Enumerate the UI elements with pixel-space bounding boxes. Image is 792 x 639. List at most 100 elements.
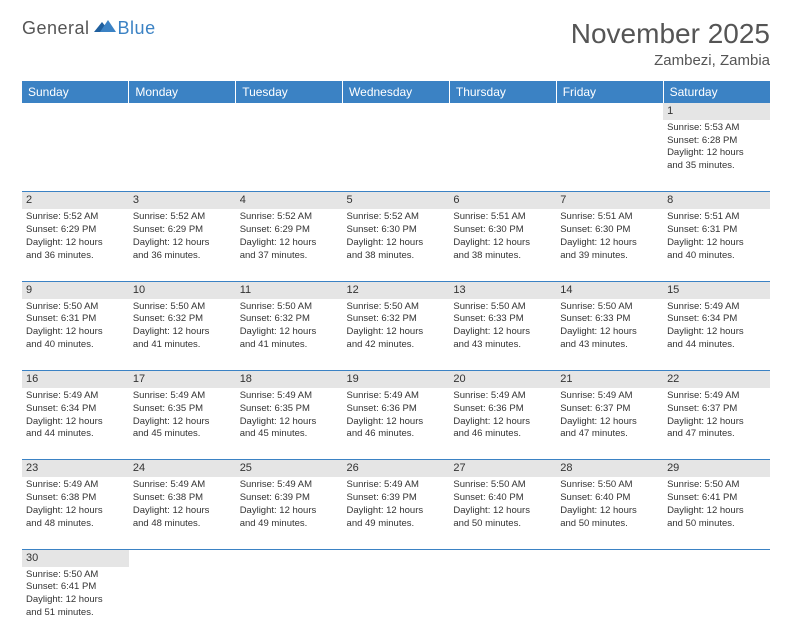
day-number [129, 549, 236, 566]
day-number [663, 549, 770, 566]
day-number: 27 [449, 460, 556, 477]
day-number: 7 [556, 192, 663, 209]
day-cell [343, 567, 450, 639]
daylight-line2: and 38 minutes. [347, 250, 446, 263]
sunset-line: Sunset: 6:34 PM [26, 403, 125, 416]
day-cell: Sunrise: 5:50 AMSunset: 6:33 PMDaylight:… [556, 299, 663, 371]
daylight-line1: Daylight: 12 hours [26, 326, 125, 339]
sunset-line: Sunset: 6:32 PM [133, 313, 232, 326]
sunrise-line: Sunrise: 5:51 AM [453, 211, 552, 224]
daylight-line2: and 35 minutes. [667, 160, 766, 173]
daylight-line2: and 41 minutes. [133, 339, 232, 352]
daylight-line2: and 36 minutes. [133, 250, 232, 263]
sunrise-line: Sunrise: 5:49 AM [26, 390, 125, 403]
daylight-line1: Daylight: 12 hours [133, 326, 232, 339]
day-number: 4 [236, 192, 343, 209]
sunrise-line: Sunrise: 5:49 AM [667, 390, 766, 403]
day-number [449, 103, 556, 120]
sunrise-line: Sunrise: 5:49 AM [560, 390, 659, 403]
day-number: 9 [22, 281, 129, 298]
daylight-line1: Daylight: 12 hours [26, 594, 125, 607]
day-cell [556, 567, 663, 639]
daylight-line1: Daylight: 12 hours [667, 237, 766, 250]
day-cell: Sunrise: 5:51 AMSunset: 6:30 PMDaylight:… [556, 209, 663, 281]
header: General Blue November 2025 Zambezi, Zamb… [22, 18, 770, 69]
sunrise-line: Sunrise: 5:49 AM [667, 301, 766, 314]
day-number: 3 [129, 192, 236, 209]
sunset-line: Sunset: 6:31 PM [667, 224, 766, 237]
day-number: 11 [236, 281, 343, 298]
day-cell: Sunrise: 5:49 AMSunset: 6:36 PMDaylight:… [343, 388, 450, 460]
day-number: 23 [22, 460, 129, 477]
sunrise-line: Sunrise: 5:50 AM [667, 479, 766, 492]
daylight-line2: and 45 minutes. [240, 428, 339, 441]
day-cell [343, 120, 450, 192]
day-cell: Sunrise: 5:50 AMSunset: 6:40 PMDaylight:… [556, 477, 663, 549]
sunset-line: Sunset: 6:30 PM [560, 224, 659, 237]
daylight-line2: and 45 minutes. [133, 428, 232, 441]
day-cell: Sunrise: 5:49 AMSunset: 6:37 PMDaylight:… [556, 388, 663, 460]
day-cell: Sunrise: 5:51 AMSunset: 6:30 PMDaylight:… [449, 209, 556, 281]
day-cell [663, 567, 770, 639]
week-row: Sunrise: 5:49 AMSunset: 6:34 PMDaylight:… [22, 388, 770, 460]
day-cell: Sunrise: 5:49 AMSunset: 6:34 PMDaylight:… [663, 299, 770, 371]
sunset-line: Sunset: 6:40 PM [453, 492, 552, 505]
sunset-line: Sunset: 6:32 PM [347, 313, 446, 326]
day-cell: Sunrise: 5:52 AMSunset: 6:29 PMDaylight:… [22, 209, 129, 281]
daynum-row: 30 [22, 549, 770, 566]
logo-text-general: General [22, 18, 90, 39]
day-cell: Sunrise: 5:49 AMSunset: 6:34 PMDaylight:… [22, 388, 129, 460]
daylight-line2: and 37 minutes. [240, 250, 339, 263]
daylight-line1: Daylight: 12 hours [453, 237, 552, 250]
sunrise-line: Sunrise: 5:53 AM [667, 122, 766, 135]
day-cell: Sunrise: 5:49 AMSunset: 6:37 PMDaylight:… [663, 388, 770, 460]
sunrise-line: Sunrise: 5:50 AM [560, 301, 659, 314]
daynum-row: 23242526272829 [22, 460, 770, 477]
sunset-line: Sunset: 6:28 PM [667, 135, 766, 148]
weekday-header: Sunday [22, 81, 129, 103]
sunset-line: Sunset: 6:32 PM [240, 313, 339, 326]
sunrise-line: Sunrise: 5:52 AM [240, 211, 339, 224]
daynum-row: 1 [22, 103, 770, 120]
sunrise-line: Sunrise: 5:49 AM [240, 390, 339, 403]
day-number: 10 [129, 281, 236, 298]
week-row: Sunrise: 5:53 AMSunset: 6:28 PMDaylight:… [22, 120, 770, 192]
day-cell: Sunrise: 5:50 AMSunset: 6:32 PMDaylight:… [236, 299, 343, 371]
sunset-line: Sunset: 6:31 PM [26, 313, 125, 326]
daylight-line2: and 50 minutes. [560, 518, 659, 531]
day-cell [22, 120, 129, 192]
day-cell: Sunrise: 5:50 AMSunset: 6:32 PMDaylight:… [343, 299, 450, 371]
day-number: 5 [343, 192, 450, 209]
day-number: 17 [129, 371, 236, 388]
daylight-line1: Daylight: 12 hours [667, 147, 766, 160]
day-cell: Sunrise: 5:50 AMSunset: 6:32 PMDaylight:… [129, 299, 236, 371]
daylight-line2: and 44 minutes. [26, 428, 125, 441]
flag-icon [94, 18, 116, 39]
weekday-header: Wednesday [343, 81, 450, 103]
weekday-header: Thursday [449, 81, 556, 103]
week-row: Sunrise: 5:49 AMSunset: 6:38 PMDaylight:… [22, 477, 770, 549]
sunset-line: Sunset: 6:38 PM [133, 492, 232, 505]
daylight-line2: and 43 minutes. [560, 339, 659, 352]
day-cell: Sunrise: 5:51 AMSunset: 6:31 PMDaylight:… [663, 209, 770, 281]
sunrise-line: Sunrise: 5:50 AM [347, 301, 446, 314]
logo: General Blue [22, 18, 156, 39]
sunset-line: Sunset: 6:35 PM [133, 403, 232, 416]
day-number [343, 549, 450, 566]
daylight-line1: Daylight: 12 hours [240, 237, 339, 250]
day-number: 13 [449, 281, 556, 298]
week-row: Sunrise: 5:50 AMSunset: 6:41 PMDaylight:… [22, 567, 770, 639]
day-cell: Sunrise: 5:49 AMSunset: 6:35 PMDaylight:… [129, 388, 236, 460]
daylight-line1: Daylight: 12 hours [347, 416, 446, 429]
day-number: 15 [663, 281, 770, 298]
daylight-line2: and 51 minutes. [26, 607, 125, 620]
day-number [22, 103, 129, 120]
daylight-line2: and 38 minutes. [453, 250, 552, 263]
sunset-line: Sunset: 6:33 PM [453, 313, 552, 326]
day-number: 12 [343, 281, 450, 298]
daylight-line1: Daylight: 12 hours [453, 326, 552, 339]
day-number: 19 [343, 371, 450, 388]
location: Zambezi, Zambia [571, 52, 770, 69]
daylight-line1: Daylight: 12 hours [240, 416, 339, 429]
sunset-line: Sunset: 6:39 PM [347, 492, 446, 505]
